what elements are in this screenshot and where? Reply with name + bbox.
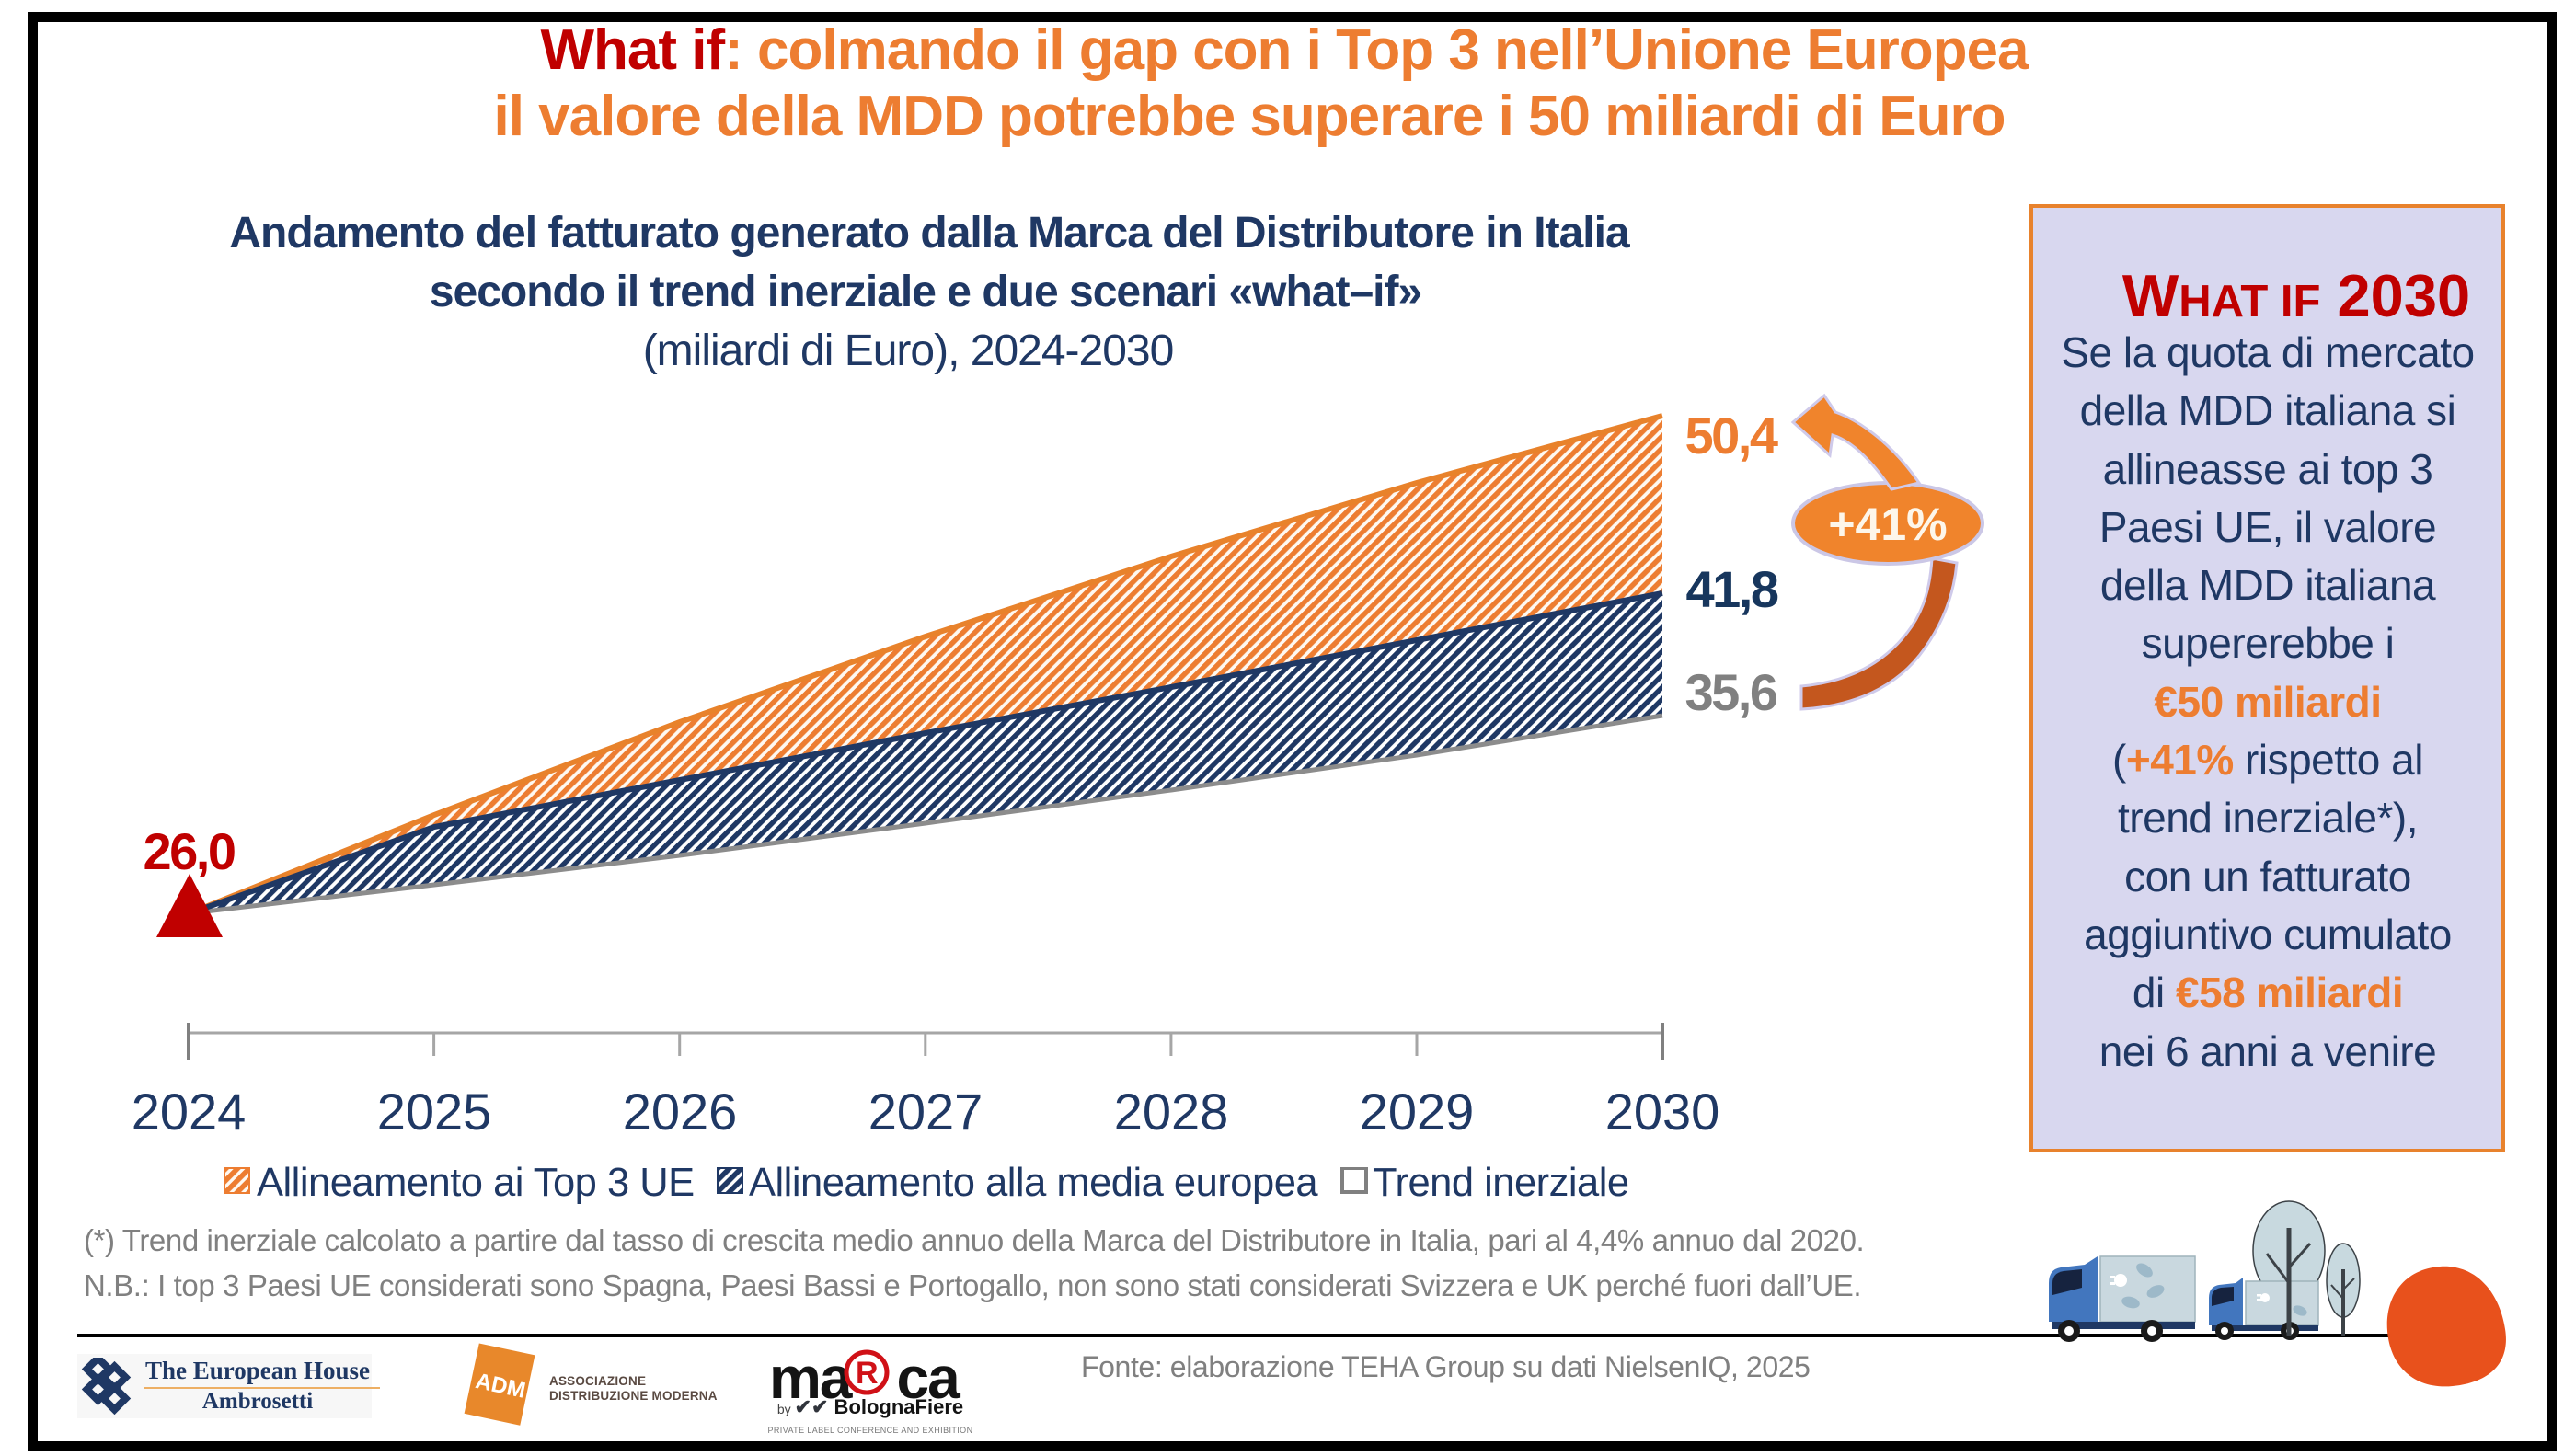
svg-text:R: R — [856, 1356, 879, 1391]
